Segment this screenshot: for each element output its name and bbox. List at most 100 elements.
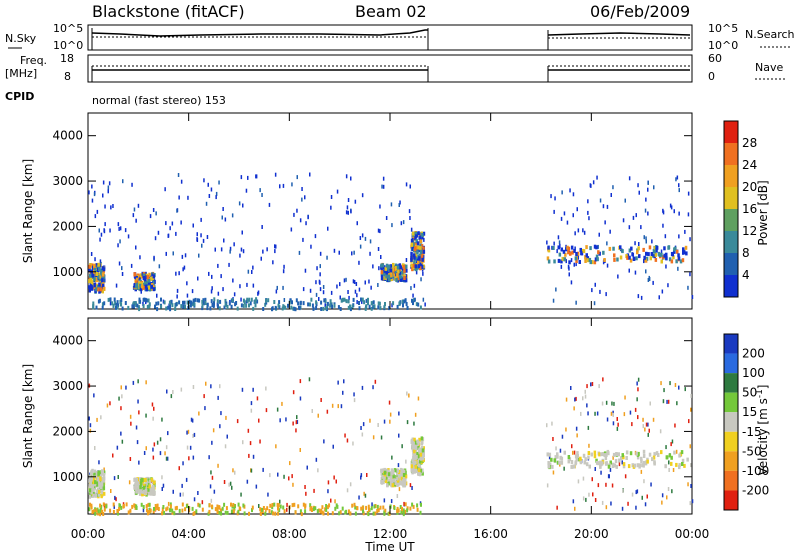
ground-scatter-cell (99, 508, 102, 512)
ground-scatter-cell (220, 511, 223, 516)
scatter-cell (250, 468, 253, 473)
echo-patch-cell (670, 461, 673, 466)
scatter-cell (346, 438, 349, 443)
ground-scatter-cell (174, 307, 177, 311)
ground-scatter-cell (232, 503, 235, 507)
echo-patch-cell (677, 256, 681, 261)
echo-patch-cell (411, 443, 414, 447)
scatter-cell (678, 188, 680, 193)
scatter-cell (309, 172, 311, 177)
ground-scatter-cell (420, 502, 422, 507)
scatter-cell (143, 451, 146, 455)
echo-patch-cell (390, 476, 393, 481)
scatter-cell (298, 250, 301, 255)
echo-patch-cell (101, 469, 104, 474)
scatter-cell (302, 237, 304, 242)
scatter-cell (261, 193, 263, 197)
scatter-cell (383, 419, 386, 424)
echo-patch-cell (680, 450, 684, 455)
echo-patch-cell (92, 480, 95, 485)
echo-patch-cell (420, 244, 424, 248)
scatter-cell (118, 261, 121, 266)
echo-patch-cell (133, 485, 136, 490)
scatter-cell (324, 303, 326, 308)
scatter-cell (242, 249, 245, 254)
echo-patch-cell (102, 482, 105, 487)
scatter-cell (98, 228, 100, 233)
echo-patch-cell (89, 282, 93, 287)
ground-scatter-cell (282, 505, 285, 510)
scatter-cell (356, 293, 358, 298)
ground-scatter-cell (324, 306, 327, 311)
echo-patch-cell (395, 278, 398, 282)
ground-scatter-cell (127, 510, 130, 515)
ground-scatter-cell (156, 307, 159, 312)
ground-scatter-cell (277, 503, 280, 508)
scatter-cell (296, 415, 298, 420)
echo-patch-cell (101, 266, 104, 271)
scatter-cell (566, 220, 569, 225)
scatter-cell (354, 289, 357, 294)
scatter-cell (118, 396, 120, 401)
ground-scatter-cell (132, 301, 135, 306)
scatter-cell (213, 489, 216, 494)
echo-patch-cell (394, 263, 398, 268)
scatter-cell (588, 492, 590, 497)
scatter-cell (613, 401, 615, 406)
ground-scatter-cell (404, 298, 407, 303)
echo-patch-cell (412, 253, 416, 258)
ground-scatter-cell (230, 509, 233, 514)
echo-patch-cell (387, 472, 391, 477)
echo-patch-cell (142, 485, 146, 490)
ground-scatter-cell (327, 511, 329, 516)
echo-patch-cell (387, 264, 391, 269)
scatter-cell (295, 428, 297, 433)
scatter-cell (574, 506, 576, 511)
scatter-cell (127, 234, 130, 239)
scatter-cell (587, 199, 589, 204)
echo-patch-cell (546, 256, 550, 261)
echo-patch-cell (683, 463, 686, 468)
ground-scatter-cell (163, 300, 166, 305)
echo-patch-cell (560, 460, 564, 465)
echo-patch-cell (594, 257, 598, 262)
scatter-cell (176, 294, 178, 299)
ground-scatter-cell (231, 298, 234, 303)
scatter-cell (261, 225, 263, 229)
scatter-cell (612, 455, 614, 460)
scatter-cell (390, 499, 393, 504)
echo-patch-cell (97, 287, 100, 292)
ground-scatter-cell (293, 306, 296, 311)
scatter-cell (631, 252, 633, 257)
echo-patch-cell (98, 282, 101, 287)
scatter-cell (611, 401, 613, 406)
scatter-cell (650, 482, 652, 487)
scatter-cell (572, 499, 575, 504)
scatter-cell (573, 450, 576, 455)
ground-scatter-cell (115, 305, 117, 310)
scatter-cell (211, 440, 213, 445)
scatter-cell (361, 193, 364, 198)
echo-patch-cell (560, 247, 563, 252)
ground-scatter-cell (378, 301, 381, 306)
echo-patch-cell (632, 257, 636, 261)
ground-scatter-cell (112, 502, 115, 507)
scatter-cell (559, 448, 562, 453)
scatter-cell (258, 504, 260, 508)
ground-scatter-cell (328, 503, 331, 508)
scatter-cell (172, 390, 174, 394)
echo-patch-cell (98, 483, 101, 488)
ground-scatter-cell (307, 302, 310, 307)
echo-patch-cell (149, 488, 153, 493)
scatter-cell (571, 444, 573, 449)
cpid-value: normal (fast stereo) 153 (92, 94, 226, 107)
echo-patch-cell (381, 479, 384, 484)
scatter-cell (653, 185, 655, 190)
scatter-cell (176, 288, 179, 293)
ground-scatter-cell (190, 300, 193, 305)
scatter-cell (662, 399, 665, 404)
scatter-cell (586, 384, 588, 389)
ground-scatter-cell (140, 502, 143, 507)
ground-scatter-cell (251, 508, 253, 513)
